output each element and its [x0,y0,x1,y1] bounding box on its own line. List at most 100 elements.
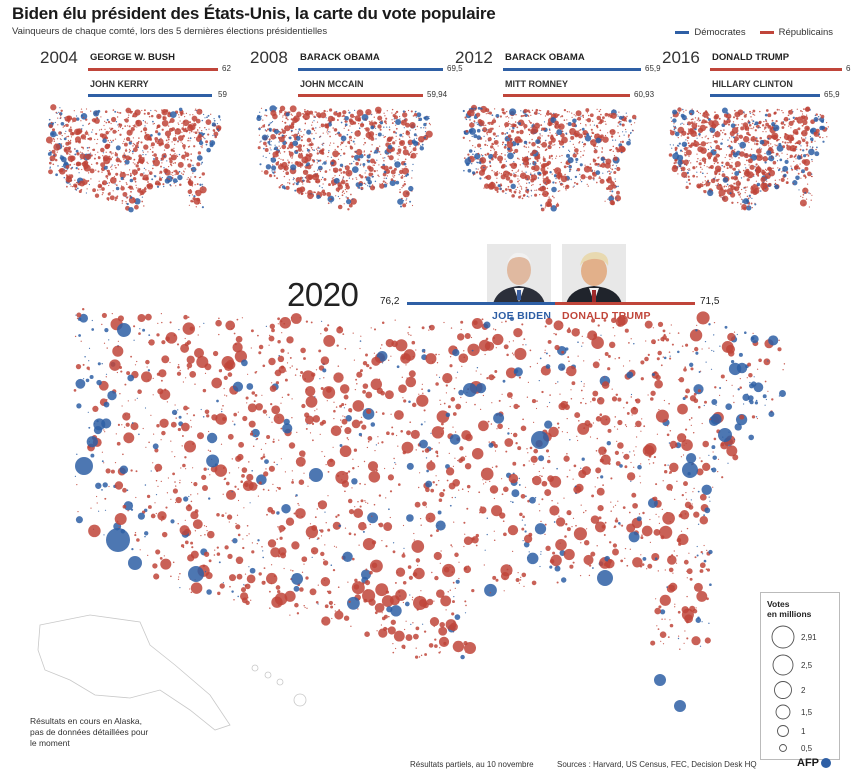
county-dot [725,161,730,167]
county-dot [782,170,784,172]
county-dot [380,120,383,122]
county-dot [781,109,783,112]
county-dot [370,137,375,141]
county-dot [302,177,304,179]
county-dot [110,139,112,141]
county-dot [327,151,330,154]
county-dot [284,110,286,112]
county-dot [509,188,512,191]
county-dot [65,174,68,176]
county-dot [509,123,511,125]
county-dot [751,112,753,114]
county-dot [381,441,384,444]
county-dot [494,172,499,177]
county-dot [760,148,763,150]
county-dot [569,150,571,153]
county-dot [281,185,286,189]
county-dot [490,423,493,425]
county-dot [298,144,303,149]
county-dot [152,377,154,379]
county-dot [317,150,319,152]
county-dot [532,125,535,127]
county-dot [168,157,172,161]
county-dot [768,155,775,162]
county-dot [201,161,204,164]
county-dot [332,127,334,129]
county-dot [492,575,497,580]
county-dot [318,151,321,153]
county-dot [737,124,740,126]
county-dot [541,207,543,209]
county-dot [123,159,125,161]
county-dot [73,110,75,112]
county-dot [694,117,697,119]
trump-photo [562,244,626,304]
county-dot [394,461,396,464]
county-dot [505,110,508,113]
county-dot [113,175,115,178]
county-dot [127,159,129,161]
county-dot [262,488,265,491]
county-dot [418,393,420,395]
county-dot [124,164,126,166]
county-dot [353,359,355,361]
county-dot [558,181,561,183]
county-dot [328,108,333,112]
county-dot [144,125,146,127]
county-dot [381,616,386,621]
county-dot [143,205,145,207]
county-dot [542,175,545,177]
county-dot [198,132,201,135]
county-dot [182,128,187,133]
county-dot [91,328,95,331]
county-dot [573,114,575,116]
county-dot [640,360,645,365]
county-dot [304,109,306,111]
county-dot [425,127,427,129]
county-dot [632,557,643,568]
county-dot [591,140,594,142]
county-dot [512,340,515,342]
county-dot [283,168,285,170]
county-dot [392,542,395,544]
county-dot [519,175,522,178]
county-dot [660,640,662,642]
county-dot [606,171,609,173]
county-dot [122,453,124,456]
county-dot [758,358,762,363]
county-dot [555,177,557,180]
county-dot [53,140,56,143]
county-dot [132,162,134,164]
county-dot [452,412,457,416]
panel-loser-value: 65,9 [824,90,840,99]
county-dot [340,172,343,174]
county-dot [600,475,604,479]
county-dot [593,124,595,126]
county-dot [715,170,717,172]
county-dot [370,114,372,116]
county-dot [510,123,512,126]
county-dot [400,119,407,126]
county-dot [196,162,201,167]
county-dot [471,447,484,460]
county-dot [350,139,353,142]
county-dot [323,377,325,379]
county-dot [618,115,623,120]
county-dot [786,153,788,156]
county-dot [325,160,327,162]
county-dot [383,170,387,174]
county-dot [616,190,620,195]
county-dot [443,641,447,646]
county-dot [321,148,325,152]
county-dot [595,467,602,474]
county-dot [352,140,355,143]
county-dot [177,135,184,141]
county-dot [317,191,319,193]
county-dot [689,112,692,115]
county-dot [272,171,275,174]
county-dot [676,554,678,557]
county-dot [475,171,479,174]
county-dot [517,136,520,139]
county-dot [191,123,193,125]
county-dot [662,643,665,645]
